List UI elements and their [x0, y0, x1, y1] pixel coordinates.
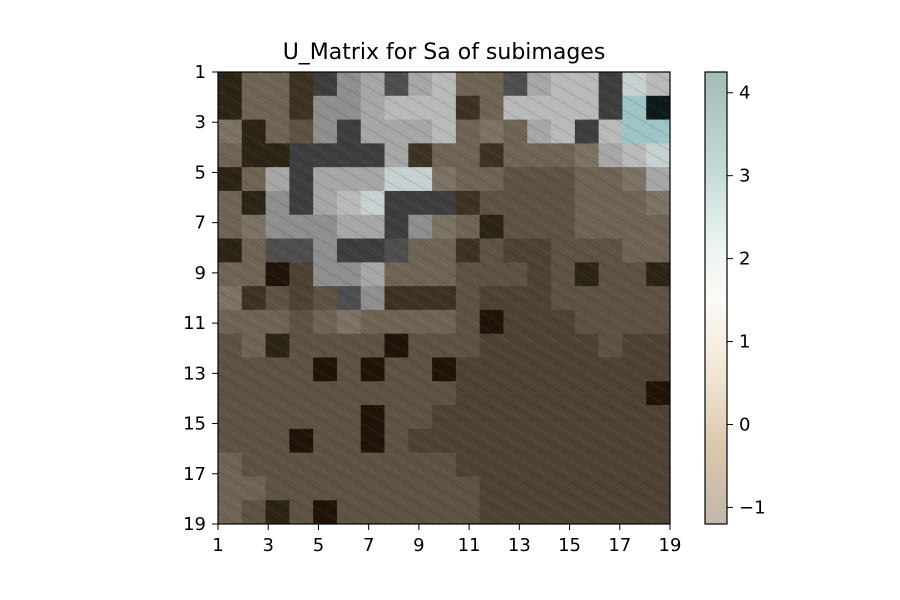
- x-tick-label: 19: [659, 535, 682, 556]
- colorbar-tick-label: 1: [739, 332, 750, 353]
- y-tick-label: 1: [195, 62, 206, 83]
- x-tick-label: 5: [313, 535, 324, 556]
- x-tick-label: 17: [608, 535, 631, 556]
- y-tick-label: 3: [195, 112, 206, 133]
- y-tick-label: 19: [183, 514, 206, 535]
- colorbar-tick-label: 4: [739, 83, 750, 104]
- x-tick-label: 9: [413, 535, 424, 556]
- y-tick-label: 11: [183, 313, 206, 334]
- y-tick-label: 13: [183, 363, 206, 384]
- colorbar-gradient: [705, 72, 727, 524]
- chart-title: U_Matrix for Sa of subimages: [283, 40, 606, 65]
- y-tick-label: 9: [195, 263, 206, 284]
- heatmap-texture: [218, 72, 670, 524]
- colorbar-tick-label: −1: [739, 497, 766, 518]
- plot-frame: [217, 71, 671, 525]
- y-tick-label: 17: [183, 464, 206, 485]
- x-tick-label: 11: [458, 535, 481, 556]
- colorbar-tick-label: 2: [739, 249, 750, 270]
- colorbar-frame: [704, 71, 728, 525]
- x-tick-label: 7: [363, 535, 374, 556]
- x-tick-label: 3: [262, 535, 273, 556]
- x-tick-label: 1: [212, 535, 223, 556]
- x-axis-ticks: 1 3 5 7 9 11 13 15 17 19: [212, 524, 681, 556]
- y-tick-label: 5: [195, 162, 206, 183]
- y-tick-label: 15: [183, 414, 206, 435]
- colorbar-tick-label: 0: [739, 414, 750, 435]
- x-tick-label: 13: [508, 535, 531, 556]
- x-tick-label: 15: [558, 535, 581, 556]
- y-tick-label: 7: [195, 213, 206, 234]
- colorbar-ticks: 4 3 2 1 0 −1: [727, 83, 766, 518]
- colorbar-tick-label: 3: [739, 166, 750, 187]
